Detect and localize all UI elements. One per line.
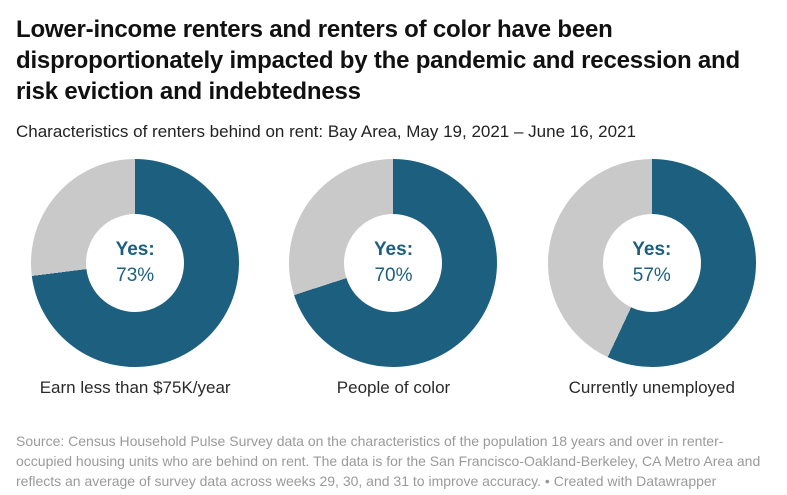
donut-center-label: Yes: 70% [374, 237, 413, 289]
donut-ring: Yes: 70% [289, 159, 498, 367]
donut-center-label: Yes: 57% [632, 237, 671, 289]
donut-caption: Earn less than $75K/year [39, 378, 231, 397]
center-label-prefix: Yes: [632, 239, 672, 260]
donut-chart-earn-less-75k: Yes: 73% Earn less than $75K/year [6, 159, 264, 398]
donut-caption: People of color [336, 378, 451, 397]
datawrapper-attribution-link[interactable]: Created with Datawrapper [553, 473, 717, 489]
donut-hole: Yes: 57% [602, 214, 701, 312]
chart-footer: Source: Census Household Pulse Survey da… [0, 431, 787, 491]
chart-title: Lower-income renters and renters of colo… [16, 16, 740, 105]
center-label-prefix: Yes: [373, 239, 414, 260]
center-label-value: 73% [116, 265, 155, 286]
donut-caption: Currently unemployed [568, 378, 735, 397]
donut-charts-row: Yes: 73% Earn less than $75K/year Yes: 7… [0, 159, 787, 398]
center-label-value: 70% [374, 265, 413, 286]
donut-hole: Yes: 73% [86, 214, 185, 312]
donut-hole: Yes: 70% [344, 214, 443, 312]
source-text: Source: Census Household Pulse Survey da… [16, 433, 761, 489]
donut-ring: Yes: 57% [547, 159, 756, 367]
footer-separator: • [541, 473, 554, 489]
center-label-value: 57% [632, 265, 671, 286]
donut-chart-currently-unemployed: Yes: 57% Currently unemployed [523, 159, 781, 398]
source-note: Source: Census Household Pulse Survey da… [16, 431, 771, 491]
donut-ring: Yes: 73% [31, 159, 240, 367]
donut-center-label: Yes: 73% [116, 237, 155, 289]
chart-subtitle: Characteristics of renters behind on ren… [16, 122, 636, 141]
chart-header: Lower-income renters and renters of colo… [0, 0, 787, 143]
donut-chart-people-of-color: Yes: 70% People of color [264, 159, 522, 398]
center-label-prefix: Yes: [115, 239, 155, 260]
